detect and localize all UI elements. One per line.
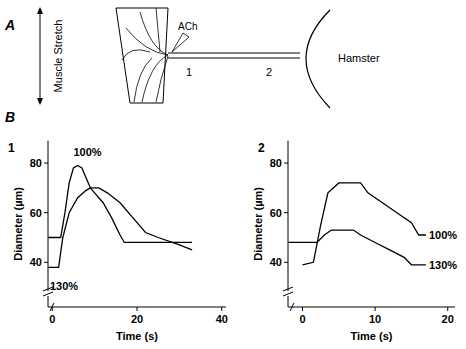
site-label: 2 [266,66,272,78]
axis-break-gap [44,291,52,296]
vessel-branch [140,12,168,55]
hamster-outline [306,10,330,108]
x-tick-label: 0 [299,313,305,325]
x-tick [375,307,376,311]
panel-label: A [4,17,15,33]
series-label: 100% [73,146,101,158]
vessel-branch [142,55,168,102]
x-tick-label: 20 [131,313,143,325]
axis-break [290,303,294,311]
y-tick [44,212,48,213]
stretch-arrow [40,10,41,102]
y-tick-label: 40 [30,256,42,268]
vessel-branch [156,8,160,52]
muscle [116,8,168,103]
panel-label: B [5,109,15,125]
x-axis-label: Time (s) [116,330,158,342]
axis-break [50,303,54,311]
figure: AMuscle StretchACh12HamsterB140608002040… [0,0,466,349]
x-tick [52,307,53,311]
plot-area [48,166,192,268]
y-axis-label: Diameter (µm) [252,187,264,261]
x-tick-label: 10 [369,313,381,325]
chart-title: 2 [258,141,265,155]
axis-break [43,292,53,296]
vessel-branch [156,56,168,102]
y-tick-label: 60 [270,207,282,219]
y-tick [44,163,48,164]
x-tick [137,307,138,311]
chart: 1 40 60 80 0 20 40 Time (s) Diameter (µm) 100% 130… [8,141,228,342]
plot-area [288,183,426,265]
site-label: 1 [186,66,192,78]
vessel-branch [134,58,152,102]
axis-break-gap [284,291,292,296]
chart: 2 40 60 80 0 10 20 Time (s) Diameter (µm) 100% 130… [252,141,457,342]
stretch-label: Muscle Stretch [52,20,64,93]
drug-label: ACh [178,21,197,32]
series-line [48,166,192,243]
y-axis-label: Diameter (µm) [12,187,24,261]
series-line [303,183,426,265]
y-tick-label: 80 [270,157,282,169]
x-tick-label: 20 [442,313,454,325]
series-label: 100% [429,229,457,241]
series-line [48,188,192,267]
y-tick [284,163,288,164]
x-tick [221,307,222,311]
y-tick [284,212,288,213]
x-tick [447,307,448,311]
series-label: 130% [50,280,78,292]
series-label: 130% [429,259,457,271]
y-tick-label: 40 [270,256,282,268]
y-tick [44,262,48,263]
x-tick-label: 0 [49,313,55,325]
y-axis [288,141,289,307]
x-axis [288,307,455,308]
y-tick-label: 80 [30,157,42,169]
pipette [172,33,189,52]
arteriole-wall [168,58,300,59]
arteriole-wall [168,53,300,54]
axis-break [283,292,293,296]
y-axis [48,141,49,307]
x-tick [302,307,303,311]
y-tick-label: 60 [30,207,42,219]
x-axis-label: Time (s) [351,330,393,342]
animal-label: Hamster [338,52,380,64]
x-tick-label: 40 [216,313,228,325]
chart-title: 1 [8,141,15,155]
axis-break [283,287,293,291]
series-line [288,230,426,265]
vessel-branch [122,50,150,60]
y-tick [284,262,288,263]
panel-a: A Muscle Stretch ACh 1 2 Hamster [4,8,380,108]
